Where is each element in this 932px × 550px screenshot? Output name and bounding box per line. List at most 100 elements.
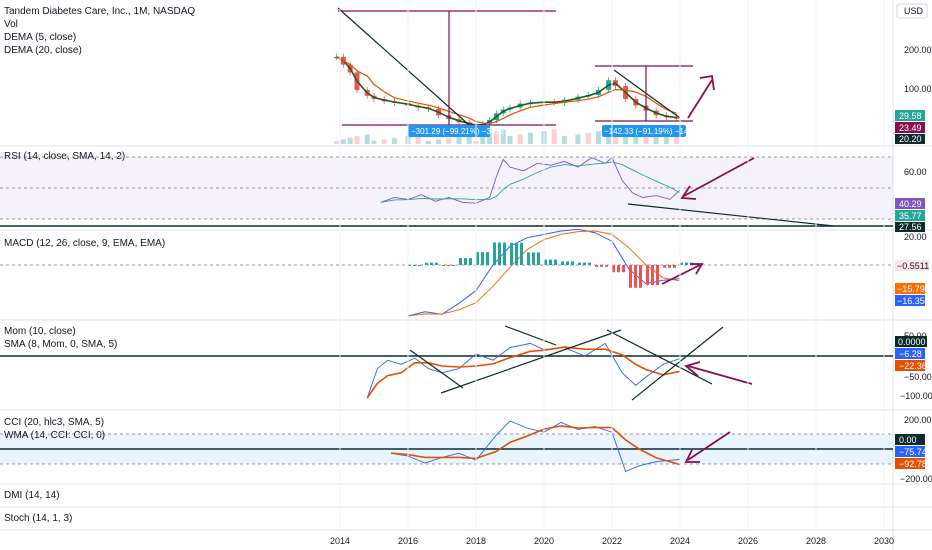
- macd-histogram-bar: [459, 258, 462, 265]
- volume-bar: [575, 134, 581, 144]
- measure-label-1: −301.29 (−99.21%) −3012: [411, 127, 505, 136]
- volume-bar: [633, 132, 639, 144]
- macd-badge-hist: −0.5511: [897, 261, 929, 271]
- time-tick-label: 2016: [398, 536, 418, 546]
- mom-lines: [366, 342, 681, 399]
- macd-histogram-bar: [532, 252, 535, 265]
- price-badge-low: 20.20: [899, 134, 922, 144]
- macd-histogram-bar: [656, 265, 659, 286]
- mom-trendline-1[interactable]: [409, 349, 464, 389]
- mom-trendline-5[interactable]: [631, 326, 724, 401]
- pane-label-stoch[interactable]: Stoch (14, 1, 3): [4, 513, 72, 524]
- pane-label-dema20[interactable]: DEMA (20, close): [4, 45, 82, 56]
- mom-arrow-head: [684, 361, 701, 377]
- pane-label-mom-sma[interactable]: SMA (8, Mom, 0, SMA, 5): [4, 339, 117, 350]
- macd-arrow[interactable]: [661, 264, 701, 285]
- volume-bar: [480, 134, 486, 144]
- macd-histogram-bar: [571, 261, 574, 265]
- volume-bar: [493, 131, 499, 144]
- mom-badge-sma: −22.36: [899, 361, 927, 371]
- volume-bar: [456, 136, 462, 144]
- macd-histogram-bar: [418, 265, 421, 266]
- time-tick-label: 2024: [670, 536, 690, 546]
- pane-label-dmi[interactable]: DMI (14, 14): [4, 490, 60, 501]
- measure-box-2[interactable]: −142.33 (−91.19%) −142: [602, 125, 693, 137]
- volume-bar: [507, 136, 513, 144]
- volume-bar: [354, 136, 360, 144]
- volume-bar: [551, 129, 557, 144]
- volume-bar: [517, 134, 523, 144]
- macd-histogram-bar: [629, 265, 632, 288]
- mom-trendline-3[interactable]: [504, 325, 557, 346]
- cci-badge-wma: −92.78: [899, 459, 927, 469]
- time-tick-label: 2030: [874, 536, 894, 546]
- pane-label-cci-wma[interactable]: WMA (14, CCI: CCI, 0): [4, 430, 105, 441]
- pane-label-cci[interactable]: CCI (20, hlc3, SMA, 5): [4, 417, 104, 428]
- pane-label-vol[interactable]: Vol: [4, 19, 18, 30]
- price-badge-close: 29.58: [899, 111, 922, 121]
- mom-badge-value: −6.28: [899, 349, 922, 359]
- volume-bar: [612, 136, 618, 144]
- rsi-ma-line: [380, 161, 681, 203]
- volume-bar: [623, 134, 629, 144]
- volume-bar: [446, 137, 452, 144]
- price-tick-100: 100.00: [904, 84, 932, 94]
- macd-arrow-head: [690, 263, 704, 275]
- macd-histogram-bar: [622, 265, 625, 273]
- macd-histogram-bar: [498, 242, 501, 265]
- macd-histogram-bar: [554, 259, 557, 265]
- volume-bar: [595, 131, 601, 144]
- price-arrow[interactable]: [687, 79, 713, 119]
- mom-trendline-4[interactable]: [606, 329, 713, 385]
- macd-histogram-bar: [408, 265, 411, 266]
- price-trendline-1[interactable]: [337, 7, 469, 125]
- rsi-trendline[interactable]: [627, 203, 835, 227]
- measure-label-2: −142.33 (−91.19%) −142: [604, 127, 693, 136]
- volume-bar: [643, 131, 649, 144]
- macd-histogram-bar: [413, 265, 416, 266]
- price-trendline-2[interactable]: [613, 69, 681, 119]
- macd-histogram-bar: [612, 265, 615, 273]
- volume-bar: [436, 139, 442, 144]
- volume-bar: [347, 137, 353, 144]
- pane-label-rsi[interactable]: RSI (14, close, SMA, 14, 2): [4, 151, 125, 162]
- macd-histogram-bar: [476, 252, 479, 265]
- macd-histogram-bar: [583, 262, 586, 265]
- rsi-arrow[interactable]: [683, 157, 755, 197]
- volume-bar: [415, 134, 421, 144]
- macd-histogram-bar: [600, 265, 603, 267]
- cci-arrow[interactable]: [687, 431, 731, 461]
- mom-tick-neg100: −100.00: [900, 391, 932, 401]
- pane-label-macd[interactable]: MACD (12, 26, close, 9, EMA, EMA): [4, 238, 165, 249]
- measure-box-1[interactable]: −301.29 (−99.21%) −3012: [408, 125, 505, 137]
- macd-lines: [407, 228, 693, 317]
- time-axis[interactable]: 2014 2016 2018 2020 2022 2024 2026 2028 2030: [330, 0, 894, 546]
- pane-label-mom[interactable]: Mom (10, close): [4, 326, 76, 337]
- macd-histogram-bar: [469, 258, 472, 265]
- macd-histogram-bar: [503, 242, 506, 265]
- volume-bar: [381, 139, 387, 144]
- volume-bar: [527, 132, 533, 144]
- time-tick-label: 2022: [602, 536, 622, 546]
- pane-label-dema5[interactable]: DEMA (5, close): [4, 32, 76, 43]
- price-tick-200: 200.00: [904, 45, 932, 55]
- volume-bar: [487, 132, 493, 144]
- cci-tick-200: 200.00: [904, 415, 932, 425]
- mom-arrow[interactable]: [687, 365, 753, 385]
- macd-histogram-bar: [566, 261, 569, 265]
- right-price-axis[interactable]: USD 200.00 100.00 29.58 23.49 20.20 60.0…: [895, 3, 932, 484]
- volume-bar: [334, 141, 340, 144]
- cci-lines: [390, 420, 681, 472]
- time-tick-label: 2028: [806, 536, 826, 546]
- macd-histogram-bar: [515, 242, 518, 265]
- drawings[interactable]: [337, 7, 835, 463]
- mom-tick-neg50: −50.00: [904, 372, 932, 382]
- rsi-line: [380, 156, 681, 204]
- macd-histogram-bar: [510, 242, 513, 265]
- time-tick-label: 2020: [534, 536, 554, 546]
- macd-histogram-bar: [549, 259, 552, 265]
- mom-trendline-2[interactable]: [440, 329, 622, 394]
- macd-histogram-bar: [668, 265, 671, 268]
- cci-tick-neg200: −200.00: [900, 474, 932, 484]
